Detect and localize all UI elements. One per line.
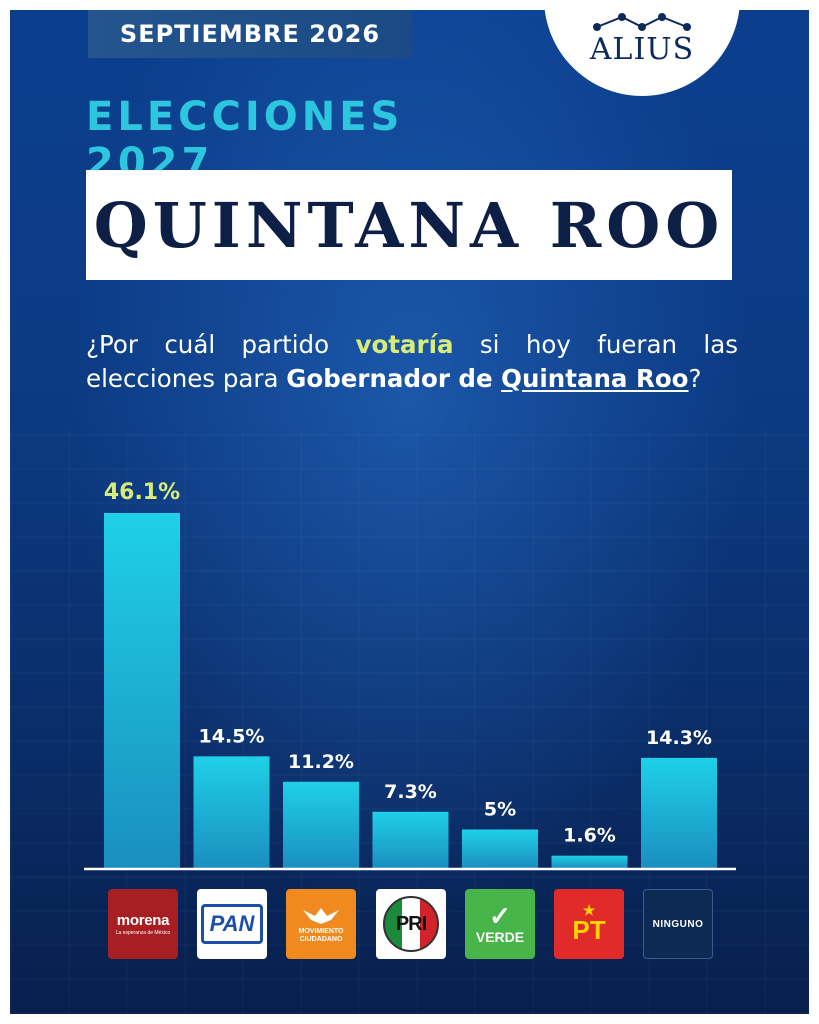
bar-value-label-0: 46.1%: [104, 480, 180, 505]
bar-6: [641, 757, 717, 868]
verde-logo: ✓ VERDE: [465, 889, 535, 959]
pt-logo: ★ PT: [554, 889, 624, 959]
morena-logo-text: morena: [116, 912, 170, 929]
bar-5: [551, 855, 628, 868]
date-text: SEPTIEMBRE 2026: [119, 20, 381, 48]
question-text-2: si hoy fueran las elecciones para: [86, 330, 738, 393]
brand-name: ALIUS: [589, 32, 695, 67]
bar-value-label-4: 5%: [484, 798, 516, 820]
question-text-1: ¿Por cuál partido: [86, 330, 356, 359]
bar-2: [283, 781, 359, 868]
bar-value-label-3: 7.3%: [384, 781, 437, 803]
pan-logo: PAN: [197, 889, 267, 959]
bar-value-label-5: 1.6%: [563, 825, 616, 847]
state-title: QUINTANA ROO: [93, 188, 725, 262]
bar-chart: 46.1% 14.5% 11.2% 7.3% 5% 1.6% 14.3%: [84, 480, 736, 871]
question-state-underline: Quintana Roo: [501, 364, 689, 393]
question-highlight: votaría: [355, 330, 454, 359]
bar-value-label-6: 14.3%: [646, 727, 712, 749]
pan-logo-text: PAN: [209, 911, 255, 936]
bar-0: [104, 513, 180, 868]
ninguno-logo: NINGUNO: [643, 889, 713, 959]
toucan-check-icon: ✓: [489, 901, 511, 931]
morena-logo: morena La esperanza de México: [108, 889, 178, 959]
pri-logo: PRI: [376, 889, 446, 959]
morena-logo-tagline: La esperanza de México: [115, 930, 171, 936]
bar-3: [372, 811, 449, 868]
eagle-icon: [303, 908, 339, 924]
ninguno-logo-text: NINGUNO: [652, 918, 704, 930]
bar-4: [462, 829, 538, 868]
verde-logo-text: VERDE: [475, 929, 525, 945]
survey-question: ¿Por cuál partido votaría si hoy fueran …: [86, 328, 738, 396]
pri-logo-text: PRI: [395, 912, 427, 935]
pt-logo-text: PT: [572, 915, 606, 945]
star-icon: ★: [582, 902, 596, 918]
question-bold: Gobernador de: [286, 364, 502, 393]
date-badge: SEPTIEMBRE 2026: [88, 10, 412, 58]
poll-poster: SEPTIEMBRE 2026 ALIUS ELECCIONES 2027 QU…: [10, 10, 809, 1014]
state-title-box: QUINTANA ROO: [86, 170, 732, 280]
network-dots-icon: [593, 13, 691, 31]
bar-value-label-2: 11.2%: [288, 751, 354, 773]
movimiento-ciudadano-logo: MOVIMIENTO CIUDADANO: [286, 889, 356, 959]
bar-1: [193, 756, 270, 868]
bar-value-label-1: 14.5%: [199, 725, 265, 747]
mc-logo-text: MOVIMIENTO CIUDADANO: [298, 928, 344, 943]
question-end: ?: [688, 364, 702, 393]
